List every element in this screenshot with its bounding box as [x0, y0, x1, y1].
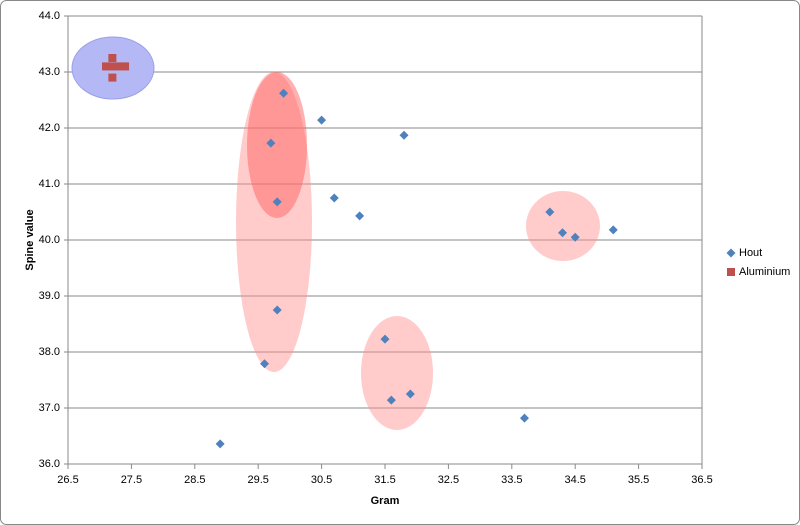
y-tick-label: 41.0	[39, 178, 60, 190]
legend-label: Aluminium	[739, 266, 790, 278]
point	[317, 115, 327, 125]
y-tick-label: 37.0	[39, 402, 60, 414]
point	[114, 62, 123, 71]
point	[260, 359, 270, 369]
point	[380, 334, 390, 344]
x-tick-label: 34.5	[564, 474, 585, 486]
point	[386, 395, 396, 405]
point	[558, 228, 568, 238]
point	[108, 73, 117, 82]
point	[545, 207, 555, 217]
y-tick-label: 40.0	[39, 234, 60, 246]
point	[608, 225, 618, 235]
point	[108, 62, 117, 71]
y-tick-label: 39.0	[39, 290, 60, 302]
x-tick-label: 33.5	[501, 474, 522, 486]
point	[279, 88, 289, 98]
point	[215, 439, 225, 449]
x-tick-label: 28.5	[184, 474, 205, 486]
point	[108, 54, 117, 62]
x-tick-label: 26.5	[57, 474, 78, 486]
x-tick-label: 27.5	[121, 474, 142, 486]
point	[355, 211, 365, 221]
x-tick-label: 29.5	[247, 474, 268, 486]
point	[399, 130, 409, 140]
y-tick-label: 42.0	[39, 122, 60, 134]
point	[102, 62, 111, 71]
point	[405, 389, 415, 399]
highlight-ellipse	[247, 72, 307, 218]
point	[272, 197, 282, 207]
point	[519, 413, 529, 423]
y-tick-label: 38.0	[39, 346, 60, 358]
y-tick-label: 44.0	[39, 10, 60, 22]
y-tick-label: 43.0	[39, 66, 60, 78]
x-tick-label: 36.5	[691, 474, 712, 486]
x-tick-label: 31.5	[374, 474, 395, 486]
x-tick-label: 32.5	[438, 474, 459, 486]
legend-label: Hout	[739, 247, 762, 259]
legend-marker	[726, 248, 736, 258]
point	[570, 232, 580, 242]
y-axis-title: Spine value	[24, 209, 36, 270]
point	[272, 305, 282, 315]
highlight-ellipse	[526, 191, 600, 261]
highlight-ellipse	[361, 316, 433, 430]
x-tick-label: 30.5	[311, 474, 332, 486]
point	[121, 62, 130, 71]
point	[329, 193, 339, 203]
x-tick-label: 35.5	[628, 474, 649, 486]
legend-marker	[727, 268, 735, 276]
x-axis-title: Gram	[371, 495, 400, 507]
y-tick-label: 36.0	[39, 458, 60, 470]
point	[266, 138, 276, 148]
